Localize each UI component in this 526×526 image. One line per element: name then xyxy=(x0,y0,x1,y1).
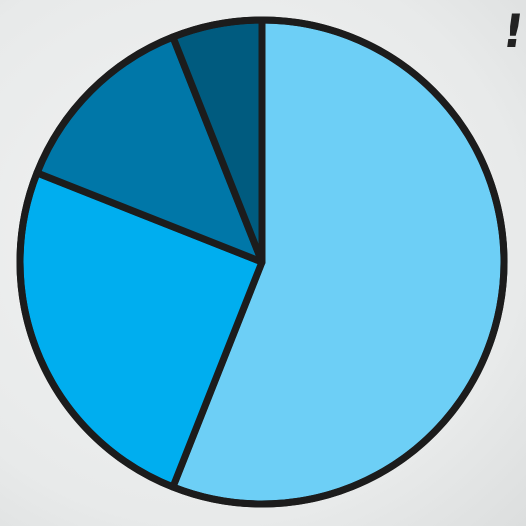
pie-outline xyxy=(16,16,508,508)
